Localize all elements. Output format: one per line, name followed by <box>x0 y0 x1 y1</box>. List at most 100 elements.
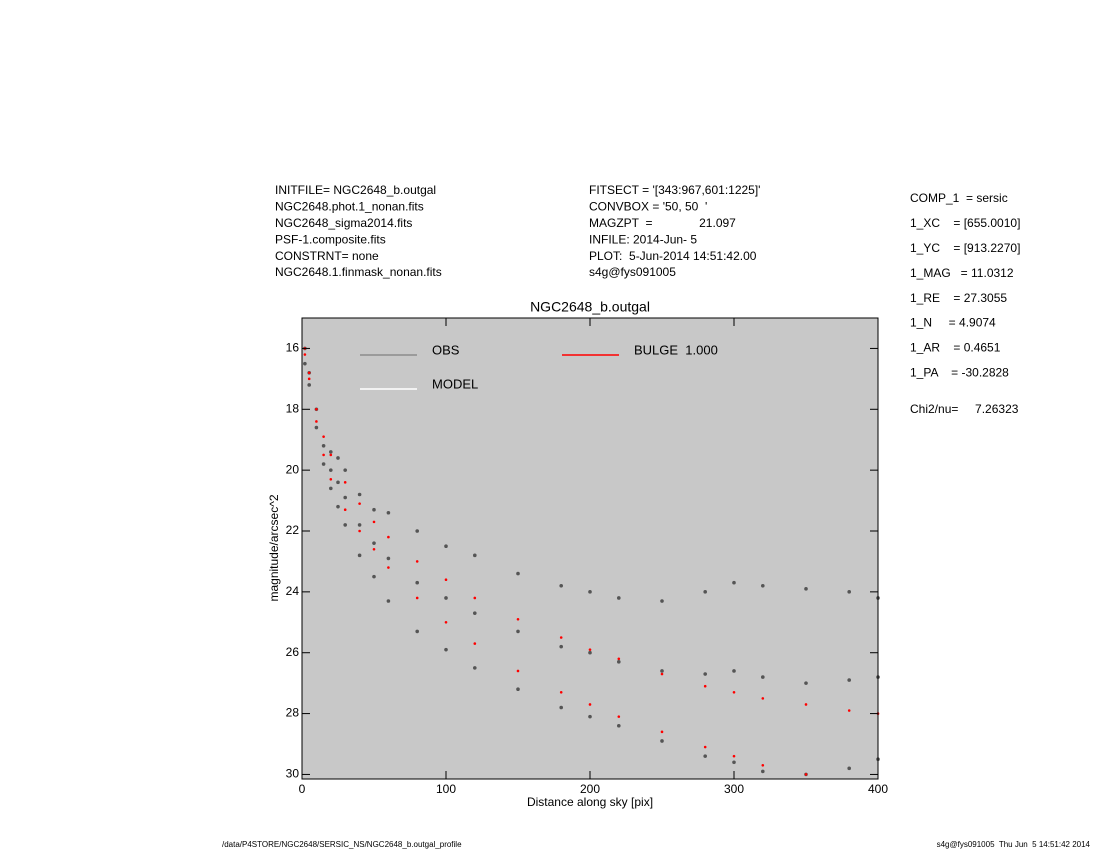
info-right: COMP_1 = sersic <box>910 191 1008 205</box>
point <box>329 477 333 481</box>
point <box>307 371 311 375</box>
point <box>444 620 448 624</box>
point <box>617 660 621 664</box>
point <box>444 578 448 581</box>
point <box>415 596 419 600</box>
point <box>847 590 851 594</box>
info-middle: CONVBOX = '50, 50 ' <box>589 200 707 214</box>
point <box>703 684 707 688</box>
y-tick-label: 16 <box>286 341 300 355</box>
point <box>473 553 477 558</box>
info-middle: FITSECT = '[343:967,601:1225]' <box>589 183 760 197</box>
point <box>761 769 765 774</box>
point <box>617 596 621 600</box>
point <box>732 754 736 758</box>
point <box>473 666 477 670</box>
point <box>372 507 376 512</box>
point <box>516 617 520 621</box>
point <box>660 669 664 673</box>
point <box>761 764 765 767</box>
point <box>321 444 326 448</box>
legend-label: OBS <box>432 342 460 357</box>
point <box>444 647 448 652</box>
point <box>660 730 664 734</box>
point <box>732 690 736 694</box>
point <box>336 480 340 485</box>
point <box>372 574 376 579</box>
info-left: PSF-1.composite.fits <box>275 232 386 246</box>
y-tick-label: 20 <box>286 462 300 476</box>
point <box>387 566 390 569</box>
point <box>386 599 391 603</box>
point <box>559 583 563 588</box>
chi2: Chi2/nu= 7.26323 <box>910 402 1019 416</box>
point <box>321 462 326 466</box>
x-tick-label: 400 <box>868 782 888 796</box>
point <box>473 596 477 600</box>
y-tick-label: 26 <box>286 645 300 659</box>
point <box>329 468 333 472</box>
point <box>473 642 477 645</box>
point <box>660 599 664 603</box>
point <box>516 629 520 634</box>
point <box>804 703 808 706</box>
point <box>357 553 362 558</box>
point <box>314 425 319 430</box>
point <box>732 669 736 673</box>
info-middle: PLOT: 5-Jun-2014 14:51:42.00 <box>589 249 757 263</box>
point <box>415 529 420 533</box>
point <box>343 468 348 472</box>
x-tick-label: 0 <box>299 782 306 796</box>
info-left: NGC2648.1.finmask_nonan.fits <box>275 265 442 279</box>
info-left: NGC2648_sigma2014.fits <box>275 216 412 230</box>
point <box>761 583 765 588</box>
point <box>329 486 333 491</box>
info-right: 1_PA = -30.2828 <box>910 365 1009 379</box>
point <box>559 705 563 710</box>
point <box>703 590 707 594</box>
point <box>804 587 808 591</box>
point <box>559 644 563 649</box>
x-tick-label: 300 <box>724 782 744 796</box>
legend-label: MODEL <box>432 376 478 391</box>
point <box>617 715 621 718</box>
point <box>372 541 376 545</box>
point <box>329 453 333 457</box>
y-tick-label: 28 <box>286 706 300 720</box>
info-left: CONSTRNT= none <box>275 249 379 263</box>
point <box>660 739 664 743</box>
info-right: 1_AR = 0.4651 <box>910 341 1001 355</box>
footer-right: s4g@fys091005 Thu Jun 5 14:51:42 2014 <box>937 840 1091 849</box>
x-tick-label: 100 <box>436 782 456 796</box>
point <box>761 697 765 700</box>
point <box>372 520 376 524</box>
info-right: 1_N = 4.9074 <box>910 316 996 330</box>
point <box>588 714 592 719</box>
info-left: INITFILE= NGC2648_b.outgal <box>275 183 436 197</box>
point <box>307 383 312 387</box>
point <box>516 687 520 692</box>
point <box>415 560 419 563</box>
point <box>415 580 420 585</box>
y-tick-label: 22 <box>286 523 300 537</box>
point <box>329 450 333 454</box>
point <box>847 709 851 712</box>
plot-area <box>302 318 878 779</box>
point <box>343 523 348 527</box>
chart-title: NGC2648_b.outgal <box>530 299 650 315</box>
point <box>307 377 311 381</box>
point <box>617 723 621 728</box>
point <box>386 510 391 515</box>
y-tick-label: 18 <box>286 401 300 415</box>
info-right: 1_YC = [913.2270] <box>910 241 1020 255</box>
point <box>315 407 318 411</box>
y-tick-label: 30 <box>286 767 300 781</box>
point <box>343 495 348 500</box>
info-right: 1_XC = [655.0010] <box>910 216 1020 230</box>
x-tick-label: 200 <box>580 782 600 796</box>
point <box>761 675 765 679</box>
point <box>372 547 376 551</box>
y-axis-label: magnitude/arcsec^2 <box>267 494 281 601</box>
info-middle: s4g@fys091005 <box>589 265 676 279</box>
